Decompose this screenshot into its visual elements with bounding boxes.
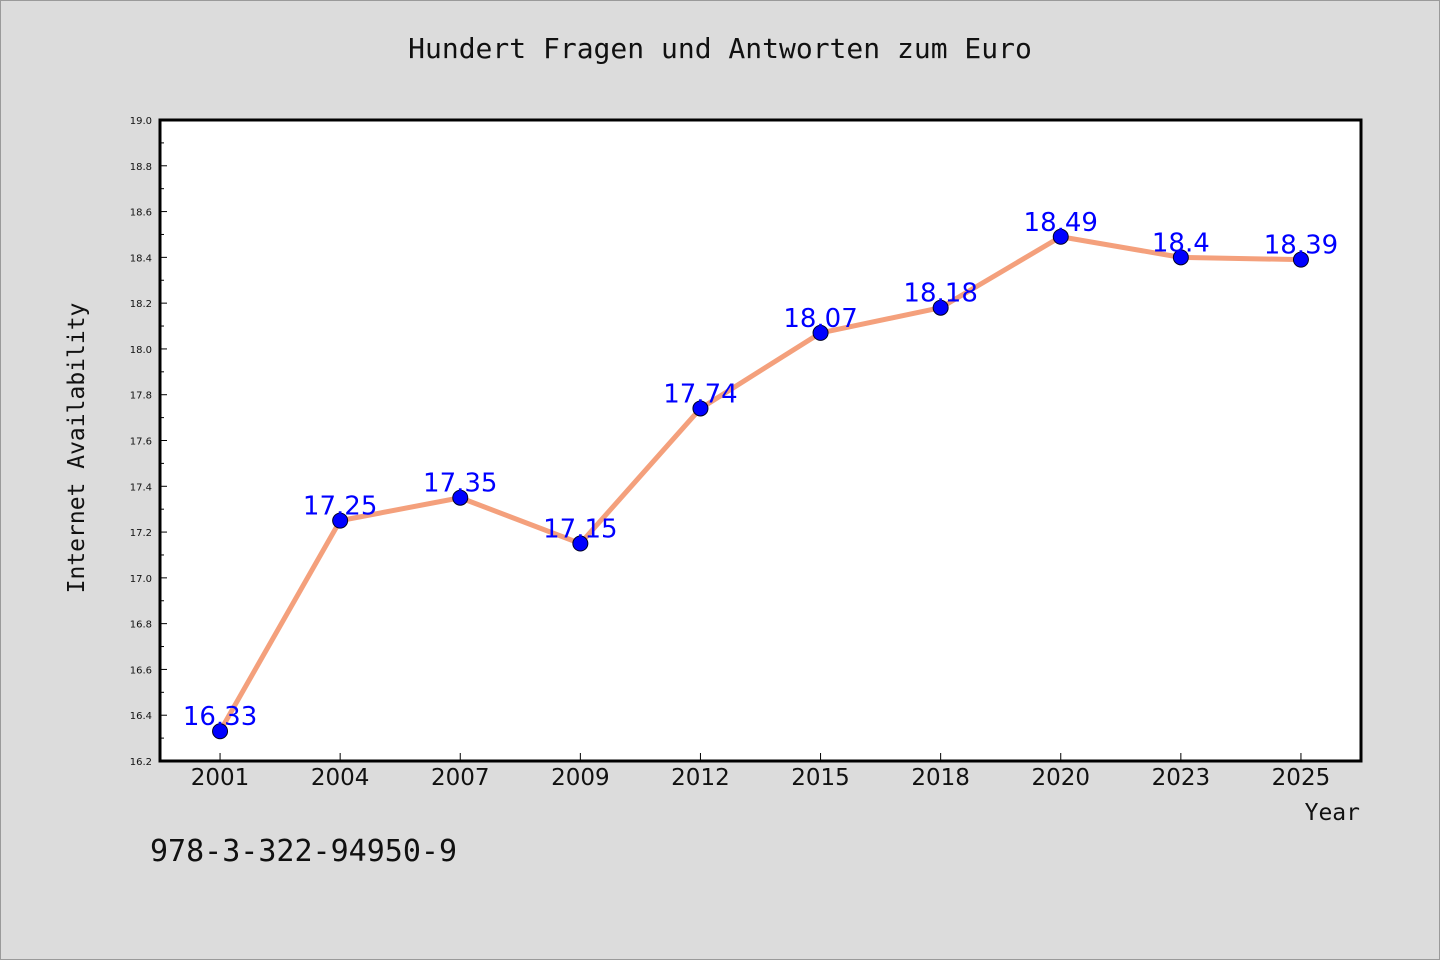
x-tick-label: 2020 [1031, 765, 1090, 791]
data-point [1292, 251, 1309, 268]
data-point [572, 535, 589, 552]
series-line [217, 234, 1304, 734]
y-tick-label: 18.2 [130, 299, 152, 310]
x-tick-label: 2009 [551, 765, 610, 791]
x-tick-label: 2015 [791, 765, 850, 791]
plot-area [158, 118, 1363, 763]
data-label: 18.49 [1024, 208, 1098, 238]
y-tick-label: 16.2 [130, 757, 152, 768]
x-tick-label: 2018 [911, 765, 970, 791]
y-tick-label: 19.0 [130, 116, 152, 127]
x-tick-label: 2012 [671, 765, 730, 791]
y-tick-label: 17.2 [130, 528, 152, 539]
y-axis-label: Internet Availability [64, 303, 90, 594]
y-axis: 16.2 16.4 16.6 16.8 17.0 17.2 17.4 17.6 17.8 18.0… [130, 116, 167, 768]
x-tick-label: 2004 [311, 765, 370, 791]
y-tick-label: 17.4 [130, 482, 152, 493]
data-point [812, 324, 829, 341]
isbn-text: 978-3-322-94950-9 [150, 834, 458, 869]
y-tick-label: 17.0 [130, 574, 152, 585]
data-point [1052, 228, 1069, 245]
data-label: 18.39 [1264, 231, 1338, 261]
data-point [212, 723, 229, 740]
y-tick-label: 16.4 [130, 711, 152, 722]
data-markers [212, 228, 1309, 740]
y-tick-label: 18.4 [130, 253, 152, 264]
y-tick-label: 16.8 [130, 620, 152, 631]
data-point [692, 400, 709, 417]
data-point [932, 299, 949, 316]
y-tick-label: 17.8 [130, 391, 152, 402]
data-labels: 16.33 17.25 17.35 17.15 17.74 18.07 18.18 18.49… [183, 208, 1338, 732]
x-tick-label: 2023 [1152, 765, 1211, 791]
y-tick-label: 18.8 [130, 162, 152, 173]
x-tick-label: 2001 [191, 765, 250, 791]
x-axis: 2001 2004 2007 2009 2012 2015 2018 2020 2023 2025 [191, 753, 1330, 791]
x-tick-label: 2025 [1272, 765, 1331, 791]
y-tick-label: 17.6 [130, 437, 152, 448]
data-label: 17.74 [663, 379, 737, 409]
y-tick-label: 18.0 [130, 345, 152, 356]
data-label: 17.15 [543, 515, 617, 545]
data-point [1172, 249, 1189, 266]
y-tick-label: 18.6 [130, 208, 152, 219]
data-point [452, 489, 469, 506]
x-tick-label: 2007 [431, 765, 490, 791]
chart-title: Hundert Fragen und Antworten zum Euro [408, 32, 1032, 65]
data-label: 18.18 [903, 279, 977, 309]
data-label: 18.4 [1152, 228, 1210, 258]
data-label: 17.25 [303, 492, 377, 522]
data-label: 17.35 [423, 469, 497, 499]
x-axis-label: Year [1305, 800, 1360, 826]
data-label: 16.33 [183, 702, 257, 732]
data-label: 18.07 [783, 304, 857, 334]
y-tick-label: 16.6 [130, 665, 152, 676]
data-point [332, 512, 349, 529]
